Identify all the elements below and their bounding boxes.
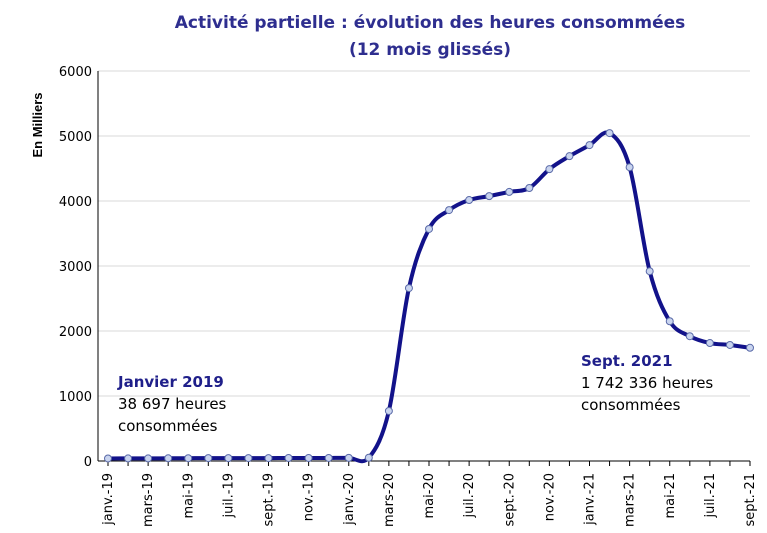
y-tick-label: 1000 <box>59 390 92 405</box>
x-tick-label: mars-21 <box>623 473 638 527</box>
x-tick-label: janv.-21 <box>583 473 598 526</box>
y-tick-label: 2000 <box>59 325 92 340</box>
x-tick-label: janv.-19 <box>101 473 116 526</box>
marker <box>625 163 634 172</box>
marker <box>645 267 654 276</box>
x-tick-label: nov.-19 <box>302 473 317 521</box>
marker <box>224 454 233 463</box>
y-axis-label: En Milliers <box>30 92 45 157</box>
annotation-text: consommées <box>581 396 681 414</box>
marker <box>685 332 694 341</box>
x-tick-label: janv.-20 <box>342 473 357 526</box>
x-tick-label: juil.-20 <box>462 473 477 518</box>
marker <box>425 224 433 233</box>
chart-title: Activité partielle : évolution des heure… <box>175 13 686 33</box>
marker <box>605 129 614 138</box>
x-tick-label: mai-20 <box>422 473 437 518</box>
y-tick-label: 5000 <box>59 130 92 145</box>
marker <box>104 454 112 463</box>
x-tick-label: mai-21 <box>663 473 678 518</box>
marker <box>384 406 393 415</box>
annotation-head: Janvier 2019 <box>117 373 224 391</box>
marker <box>184 454 193 463</box>
marker <box>545 165 554 174</box>
marker <box>505 187 514 196</box>
y-tick-label: 3000 <box>59 260 92 275</box>
marker <box>144 454 153 463</box>
marker <box>324 453 333 462</box>
chart-title: (12 mois glissés) <box>349 40 511 60</box>
marker <box>124 454 133 463</box>
marker <box>244 454 253 463</box>
x-tick-label: mars-20 <box>382 473 397 527</box>
annotation-text: consommées <box>118 417 218 435</box>
marker <box>705 339 714 348</box>
marker <box>304 454 313 463</box>
marker <box>725 340 734 349</box>
marker <box>465 196 474 205</box>
annotation-text: 1 742 336 heures <box>581 374 713 392</box>
x-tick-label: mai-19 <box>181 473 196 518</box>
x-tick-label: nov.-20 <box>542 473 557 521</box>
marker <box>164 454 173 463</box>
marker <box>585 141 594 150</box>
marker <box>525 184 534 192</box>
annotation-head: Sept. 2021 <box>581 352 673 370</box>
marker <box>364 453 373 462</box>
x-tick-label: sept.-21 <box>743 473 758 527</box>
x-tick-label: sept.-20 <box>502 473 517 527</box>
x-tick-label: juil.-19 <box>221 473 236 518</box>
marker <box>404 284 413 293</box>
x-tick-label: juil.-21 <box>703 473 718 518</box>
marker <box>746 343 754 352</box>
marker <box>204 454 213 463</box>
marker <box>264 454 273 463</box>
y-tick-label: 6000 <box>59 65 92 80</box>
x-tick-label: mars-19 <box>141 473 156 527</box>
marker <box>344 453 353 462</box>
marker <box>485 192 494 201</box>
marker <box>565 152 574 161</box>
x-tick-label: sept.-19 <box>262 473 277 527</box>
marker <box>445 206 454 215</box>
marker <box>284 454 293 463</box>
marker <box>665 317 674 326</box>
annotation-text: 38 697 heures <box>118 395 227 413</box>
y-tick-label: 4000 <box>59 195 92 210</box>
y-tick-label: 0 <box>84 455 92 470</box>
